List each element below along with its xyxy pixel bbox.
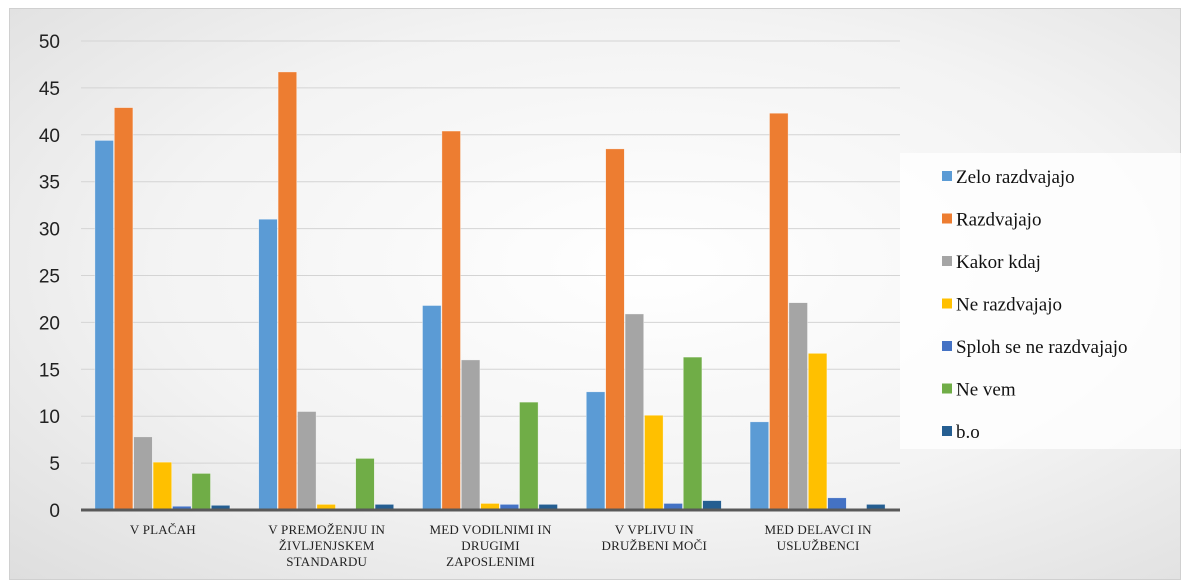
x-category-label: V PLAČAH bbox=[130, 522, 196, 537]
bar bbox=[624, 313, 644, 511]
y-tick-label: 5 bbox=[49, 454, 60, 475]
bar bbox=[749, 421, 769, 511]
x-category-label: DRUGIMI bbox=[461, 538, 519, 553]
x-category-label: MED DELAVCI IN bbox=[764, 522, 872, 537]
y-tick-label: 10 bbox=[39, 407, 60, 428]
axes: 0 5 10 15 20 25 30 35 40 45 50 V PLAČAH V PREMOŽENJU… bbox=[39, 32, 900, 569]
x-category-label: MED VODILNIMI IN bbox=[429, 522, 552, 537]
legend-swatch bbox=[942, 256, 952, 266]
legend-swatch bbox=[942, 171, 952, 181]
y-tick-label: 30 bbox=[39, 220, 60, 241]
legend-label: b.o bbox=[956, 422, 980, 443]
y-tick-label: 45 bbox=[39, 79, 60, 100]
x-category-label: DRUŽBENI MOČI bbox=[602, 538, 708, 553]
legend-label: Razdvajajo bbox=[956, 210, 1041, 231]
bars bbox=[94, 71, 886, 511]
bar bbox=[788, 302, 808, 511]
gridlines bbox=[81, 40, 900, 464]
y-tick-label: 40 bbox=[39, 126, 60, 147]
bar bbox=[441, 130, 461, 511]
y-tick-label: 35 bbox=[39, 173, 60, 194]
bar bbox=[191, 473, 211, 511]
x-category-label: USLUŽBENCI bbox=[777, 538, 860, 553]
y-tick-label: 20 bbox=[39, 313, 60, 334]
legend-swatch bbox=[942, 383, 952, 394]
y-tick-label: 50 bbox=[39, 32, 60, 53]
bar bbox=[152, 461, 173, 511]
legend-swatch bbox=[942, 341, 952, 351]
y-tick-label: 0 bbox=[49, 501, 60, 522]
bar bbox=[94, 140, 114, 511]
legend-label: Ne vem bbox=[956, 380, 1016, 401]
bar bbox=[258, 218, 278, 511]
bar bbox=[644, 414, 664, 511]
bar bbox=[585, 391, 606, 511]
x-category-label: ŽIVLJENJSKEM bbox=[279, 538, 375, 553]
legend-label: Sploh se ne razdvajajo bbox=[956, 337, 1127, 358]
legend-label: Zelo razdvajajo bbox=[956, 167, 1075, 188]
legend-swatch bbox=[942, 213, 952, 224]
bar bbox=[682, 356, 703, 511]
bar bbox=[297, 411, 317, 511]
x-category-label: ZAPOSLENIMI bbox=[446, 554, 535, 569]
bar bbox=[133, 436, 153, 511]
bar bbox=[519, 401, 539, 511]
bar bbox=[460, 359, 481, 511]
bar bbox=[807, 353, 828, 511]
x-category-label: STANDARDU bbox=[286, 554, 367, 569]
bar bbox=[422, 305, 442, 511]
bar bbox=[605, 148, 625, 511]
legend-swatch bbox=[942, 426, 952, 436]
bar bbox=[114, 107, 134, 511]
bar bbox=[769, 112, 789, 511]
x-category-label: V PREMOŽENJU IN bbox=[268, 522, 385, 537]
legend-label: Kakor kdaj bbox=[956, 252, 1041, 273]
bar bbox=[827, 497, 847, 511]
y-tick-label: 15 bbox=[39, 360, 60, 381]
legend: Zelo razdvajajo Razdvajajo Kakor kdaj Ne ra… bbox=[942, 167, 1127, 443]
legend-label: Ne razdvajajo bbox=[956, 295, 1062, 316]
bar bbox=[355, 458, 375, 511]
legend-swatch bbox=[942, 298, 952, 309]
x-category-label: V VPLIVU IN bbox=[615, 522, 694, 537]
bar bbox=[277, 71, 298, 511]
y-tick-label: 25 bbox=[39, 267, 60, 288]
